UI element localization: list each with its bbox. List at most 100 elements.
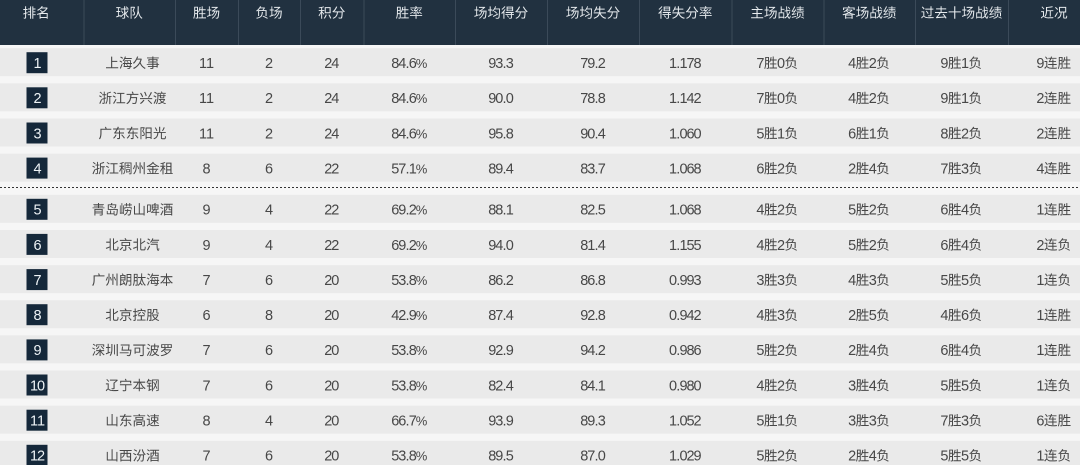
svg-text:20: 20	[324, 378, 339, 394]
svg-text:20: 20	[324, 343, 339, 359]
svg-text:7: 7	[202, 343, 210, 359]
svg-text:93.3: 93.3	[488, 56, 514, 72]
svg-text:6: 6	[1036, 414, 1044, 430]
svg-text:87.0: 87.0	[580, 449, 606, 465]
svg-text:83.7: 83.7	[580, 161, 606, 177]
svg-text:79.2: 79.2	[580, 56, 606, 72]
svg-text:6: 6	[265, 378, 273, 394]
svg-text:4: 4	[33, 161, 41, 177]
svg-text:1.068: 1.068	[669, 161, 702, 177]
svg-text:%: %	[416, 308, 428, 323]
svg-text:86.2: 86.2	[488, 273, 514, 289]
svg-text:4: 4	[1036, 161, 1044, 177]
svg-text:89.5: 89.5	[488, 449, 514, 465]
svg-text:11: 11	[30, 414, 45, 430]
svg-text:1.029: 1.029	[669, 449, 702, 465]
svg-text:12: 12	[30, 449, 45, 465]
svg-text:82.5: 82.5	[580, 203, 606, 219]
svg-text:6: 6	[265, 449, 273, 465]
svg-text:87.4: 87.4	[488, 308, 514, 324]
svg-text:4: 4	[265, 203, 273, 219]
svg-text:6: 6	[33, 238, 41, 254]
svg-text:24: 24	[324, 56, 339, 72]
svg-text:8: 8	[202, 161, 210, 177]
svg-text:84.6: 84.6	[391, 126, 417, 142]
svg-text:22: 22	[324, 238, 339, 254]
svg-text:90.0: 90.0	[488, 91, 514, 107]
svg-text:7: 7	[33, 273, 41, 289]
svg-text:11: 11	[199, 56, 214, 72]
svg-text:42.9: 42.9	[391, 308, 417, 324]
svg-text:22: 22	[324, 161, 339, 177]
svg-text:22: 22	[324, 203, 339, 219]
svg-text:20: 20	[324, 449, 339, 465]
svg-text:2: 2	[1036, 238, 1044, 254]
svg-text:66.7: 66.7	[391, 414, 417, 430]
svg-text:89.3: 89.3	[580, 414, 606, 430]
svg-text:4: 4	[265, 238, 273, 254]
svg-text:%: %	[416, 343, 428, 358]
svg-text:90.4: 90.4	[580, 126, 606, 142]
svg-text:1.052: 1.052	[669, 414, 702, 430]
svg-text:20: 20	[324, 414, 339, 430]
svg-text:%: %	[416, 273, 428, 288]
svg-text:2: 2	[265, 91, 273, 107]
svg-text:1.068: 1.068	[669, 203, 702, 219]
svg-text:1: 1	[1036, 343, 1044, 359]
svg-text:53.8: 53.8	[391, 343, 417, 359]
svg-text:%: %	[416, 378, 428, 393]
svg-text:1.155: 1.155	[669, 238, 702, 254]
svg-text:89.4: 89.4	[488, 161, 514, 177]
svg-text:78.8: 78.8	[580, 91, 606, 107]
svg-text:93.9: 93.9	[488, 414, 514, 430]
svg-text:81.4: 81.4	[580, 238, 606, 254]
svg-text:6: 6	[265, 343, 273, 359]
svg-text:2: 2	[265, 126, 273, 142]
svg-text:2: 2	[265, 56, 273, 72]
svg-text:0.980: 0.980	[669, 378, 702, 394]
svg-text:84.6: 84.6	[391, 56, 417, 72]
svg-text:%: %	[416, 56, 428, 71]
svg-text:53.8: 53.8	[391, 273, 417, 289]
svg-text:11: 11	[199, 126, 214, 142]
svg-text:24: 24	[324, 91, 339, 107]
svg-text:%: %	[416, 203, 428, 218]
svg-text:1: 1	[1036, 449, 1044, 465]
svg-text:7: 7	[202, 273, 210, 289]
svg-text:1: 1	[1036, 203, 1044, 219]
svg-text:1.060: 1.060	[669, 126, 702, 142]
svg-text:2: 2	[1036, 126, 1044, 142]
svg-text:1.142: 1.142	[669, 91, 702, 107]
svg-text:24: 24	[324, 126, 339, 142]
svg-text:1: 1	[1036, 378, 1044, 394]
svg-text:86.8: 86.8	[580, 273, 606, 289]
svg-text:2: 2	[33, 91, 41, 107]
svg-text:1: 1	[33, 56, 41, 72]
svg-text:8: 8	[265, 308, 273, 324]
svg-text:84.6: 84.6	[391, 91, 417, 107]
svg-text:5: 5	[33, 203, 41, 219]
svg-text:1: 1	[1036, 273, 1044, 289]
svg-text:92.9: 92.9	[488, 343, 514, 359]
svg-text:8: 8	[33, 308, 41, 324]
svg-text:69.2: 69.2	[391, 238, 417, 254]
svg-text:9: 9	[202, 238, 210, 254]
svg-text:11: 11	[199, 91, 214, 107]
svg-text:3: 3	[33, 126, 41, 142]
svg-text:0.993: 0.993	[669, 273, 702, 289]
svg-text:94.2: 94.2	[580, 343, 606, 359]
svg-text:%: %	[416, 161, 428, 176]
svg-text:20: 20	[324, 308, 339, 324]
svg-text:92.8: 92.8	[580, 308, 606, 324]
svg-text:57.1: 57.1	[391, 161, 417, 177]
svg-text:9: 9	[33, 343, 41, 359]
svg-text:84.1: 84.1	[580, 378, 606, 394]
svg-text:%: %	[416, 126, 428, 141]
svg-text:6: 6	[202, 308, 210, 324]
svg-text:0.942: 0.942	[669, 308, 702, 324]
svg-text:9: 9	[1036, 56, 1044, 72]
svg-text:7: 7	[202, 378, 210, 394]
svg-text:82.4: 82.4	[488, 378, 514, 394]
svg-text:9: 9	[202, 203, 210, 219]
svg-text:%: %	[416, 449, 428, 464]
